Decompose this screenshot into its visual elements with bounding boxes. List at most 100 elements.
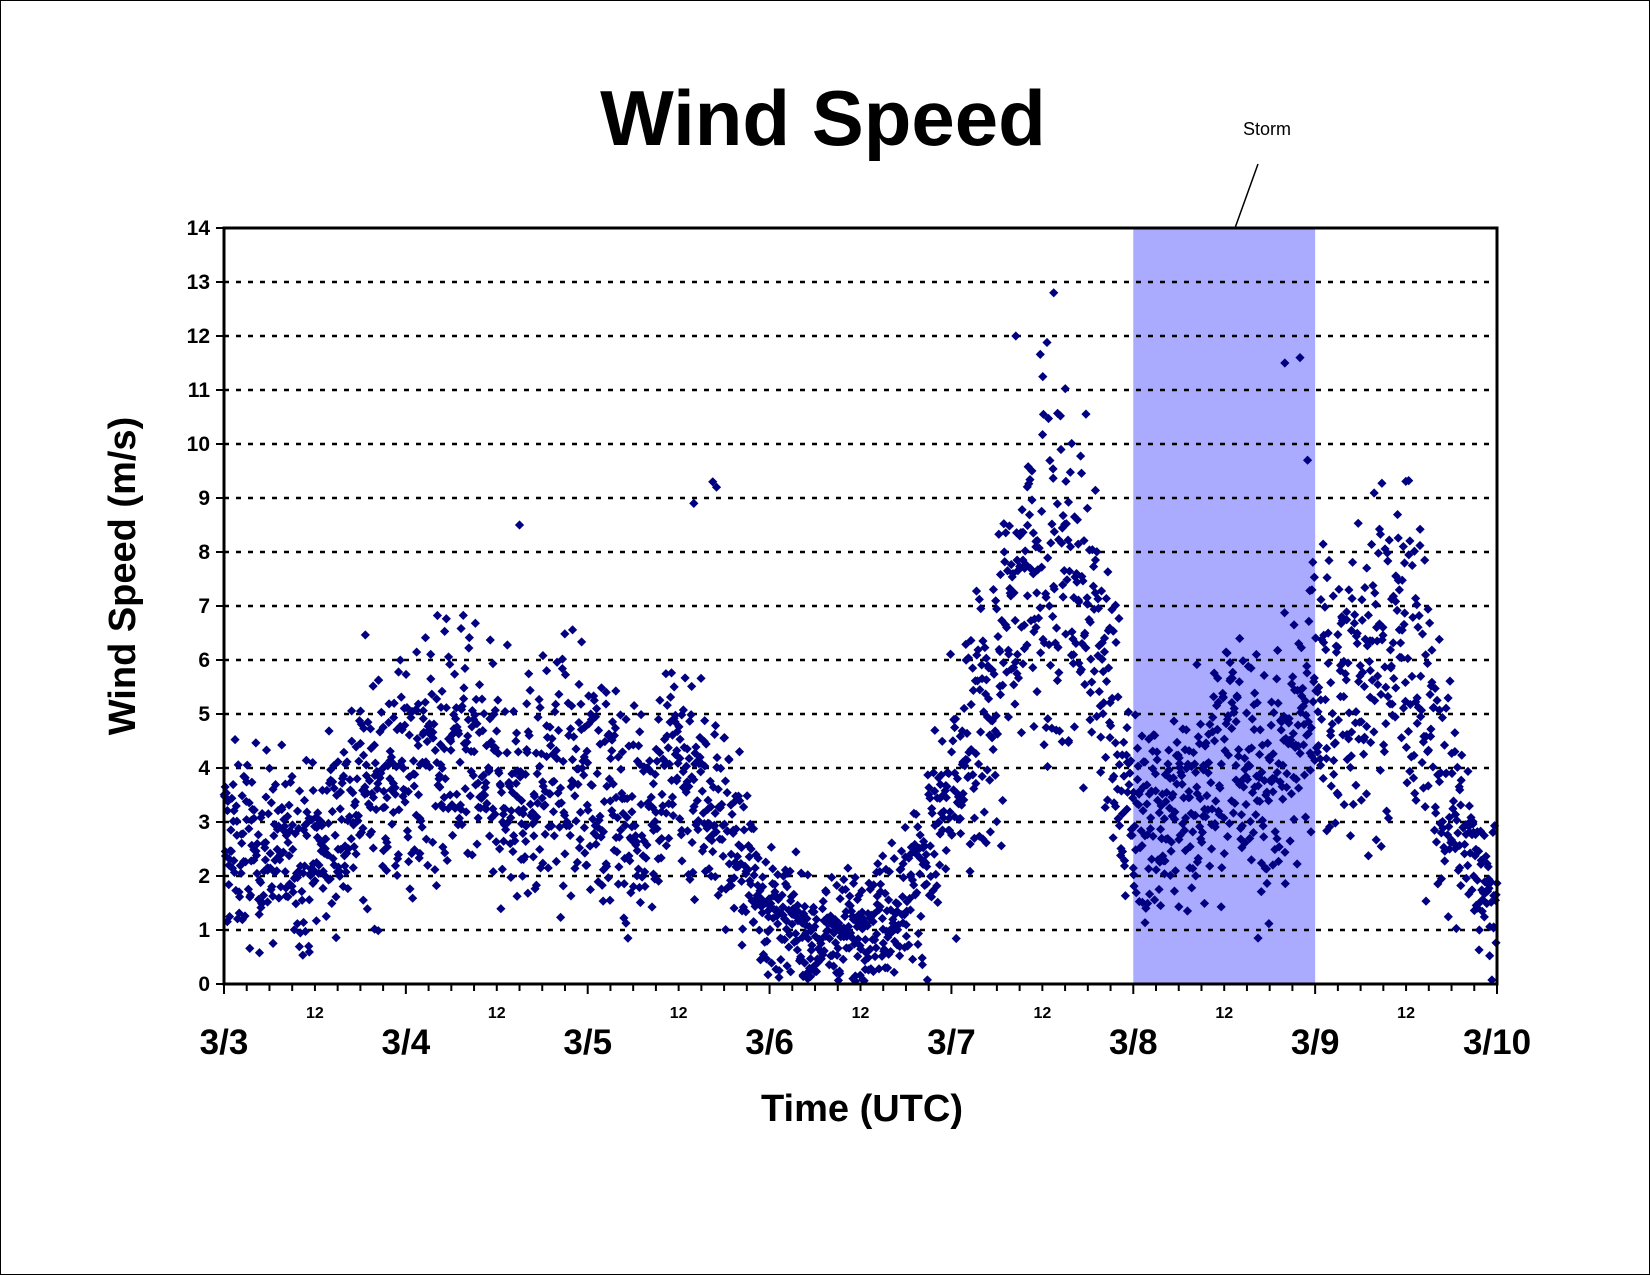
data-point [604, 729, 614, 739]
data-point [877, 913, 888, 924]
data-point [865, 884, 875, 894]
data-point [976, 604, 986, 614]
data-point [1375, 529, 1386, 539]
x-hour-label: 12 [1397, 1005, 1415, 1022]
data-point [311, 812, 321, 822]
data-point [979, 707, 989, 717]
data-point [1353, 518, 1363, 528]
data-point [245, 890, 256, 900]
data-point [651, 807, 661, 817]
y-tick-label: 4 [198, 757, 210, 780]
data-point [1037, 506, 1047, 516]
data-point [1401, 742, 1411, 753]
data-point [832, 950, 842, 960]
data-point [981, 675, 992, 685]
data-point [1188, 747, 1199, 758]
data-point [1415, 524, 1425, 534]
data-point [390, 783, 400, 793]
data-point [459, 694, 469, 704]
data-point [1044, 601, 1054, 611]
data-point [617, 788, 627, 798]
data-point [384, 717, 394, 728]
data-point [1398, 541, 1408, 552]
data-point [1236, 834, 1246, 844]
data-point [575, 834, 585, 845]
data-point [1451, 923, 1461, 934]
data-point [430, 801, 441, 811]
data-point [664, 759, 675, 769]
data-point [1457, 750, 1467, 760]
y-tick-label: 8 [198, 541, 210, 564]
data-point [1144, 889, 1155, 899]
data-point [1062, 575, 1072, 585]
data-point [490, 705, 500, 715]
data-point [854, 890, 864, 900]
data-point [809, 961, 819, 972]
data-point [662, 700, 672, 710]
data-point [1214, 809, 1224, 819]
data-point [317, 821, 327, 831]
data-point [1103, 567, 1113, 577]
data-point [611, 792, 621, 803]
data-point [308, 785, 318, 796]
data-point [777, 890, 787, 900]
data-point [672, 773, 682, 783]
data-point [1431, 837, 1442, 847]
data-point [1389, 673, 1399, 684]
data-point [1272, 767, 1282, 778]
data-point [1046, 538, 1056, 548]
data-point [824, 933, 835, 944]
data-point [338, 771, 349, 781]
data-point [1381, 719, 1391, 729]
data-point [551, 856, 561, 867]
data-point [577, 637, 587, 647]
data-point [695, 752, 705, 762]
data-point [1099, 698, 1109, 708]
data-point [1334, 584, 1344, 594]
data-point [585, 841, 595, 851]
data-point [1004, 521, 1015, 531]
data-point [651, 744, 661, 754]
data-point [1126, 824, 1137, 835]
data-point [1054, 667, 1064, 678]
data-point [860, 935, 870, 945]
data-point [757, 908, 767, 918]
data-point [511, 778, 521, 788]
data-point [496, 904, 506, 914]
data-point [1456, 880, 1466, 891]
data-point [814, 944, 824, 954]
data-point [1202, 791, 1212, 801]
data-point [579, 770, 589, 780]
data-point [1415, 540, 1425, 551]
data-point [273, 821, 284, 831]
data-point [932, 881, 942, 891]
data-point [778, 871, 789, 881]
data-point [741, 907, 751, 917]
data-point [1272, 834, 1282, 844]
data-point [1147, 854, 1157, 864]
data-point [315, 836, 325, 846]
data-point [650, 816, 660, 827]
data-point [1221, 719, 1231, 729]
data-point [1399, 558, 1410, 568]
data-point [1223, 711, 1233, 721]
data-point [838, 954, 848, 964]
data-point [298, 917, 309, 928]
data-point [505, 781, 515, 791]
data-point [804, 922, 814, 932]
data-point [1328, 591, 1338, 601]
data-point [529, 817, 540, 827]
data-point [811, 914, 822, 924]
data-point [892, 906, 902, 916]
data-point [309, 866, 320, 876]
data-point [1122, 723, 1132, 733]
data-point [955, 828, 966, 839]
data-point [282, 811, 293, 821]
data-point [565, 724, 576, 734]
y-tick-label: 3 [198, 811, 210, 834]
data-point [686, 710, 696, 720]
data-point [845, 891, 855, 901]
data-point [1076, 468, 1087, 478]
data-point [1048, 611, 1058, 622]
data-point [711, 827, 721, 837]
